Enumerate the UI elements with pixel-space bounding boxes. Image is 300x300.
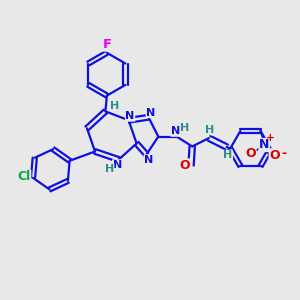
- Text: N: N: [171, 126, 180, 136]
- Text: -: -: [282, 146, 287, 160]
- Text: N: N: [125, 111, 135, 121]
- Text: H: H: [110, 101, 120, 111]
- Text: O: O: [269, 149, 280, 162]
- Text: N: N: [146, 108, 155, 118]
- Text: Cl: Cl: [17, 170, 31, 183]
- Text: +: +: [266, 133, 275, 143]
- Text: N: N: [259, 139, 269, 152]
- Text: N: N: [144, 155, 153, 165]
- Text: H: H: [205, 125, 214, 135]
- Text: O: O: [179, 159, 190, 172]
- Text: H: H: [223, 150, 232, 161]
- Text: O: O: [245, 146, 256, 160]
- Text: F: F: [102, 38, 112, 51]
- Text: H: H: [180, 123, 190, 133]
- Text: H: H: [105, 164, 114, 174]
- Text: N: N: [113, 160, 122, 170]
